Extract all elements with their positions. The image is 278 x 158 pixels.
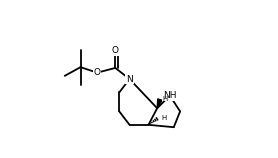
Text: H: H: [163, 96, 168, 102]
Text: NH: NH: [163, 91, 177, 100]
Text: N: N: [126, 75, 133, 83]
Polygon shape: [157, 99, 162, 108]
Text: O: O: [94, 68, 101, 77]
Text: H: H: [162, 115, 167, 122]
Text: O: O: [112, 46, 119, 55]
